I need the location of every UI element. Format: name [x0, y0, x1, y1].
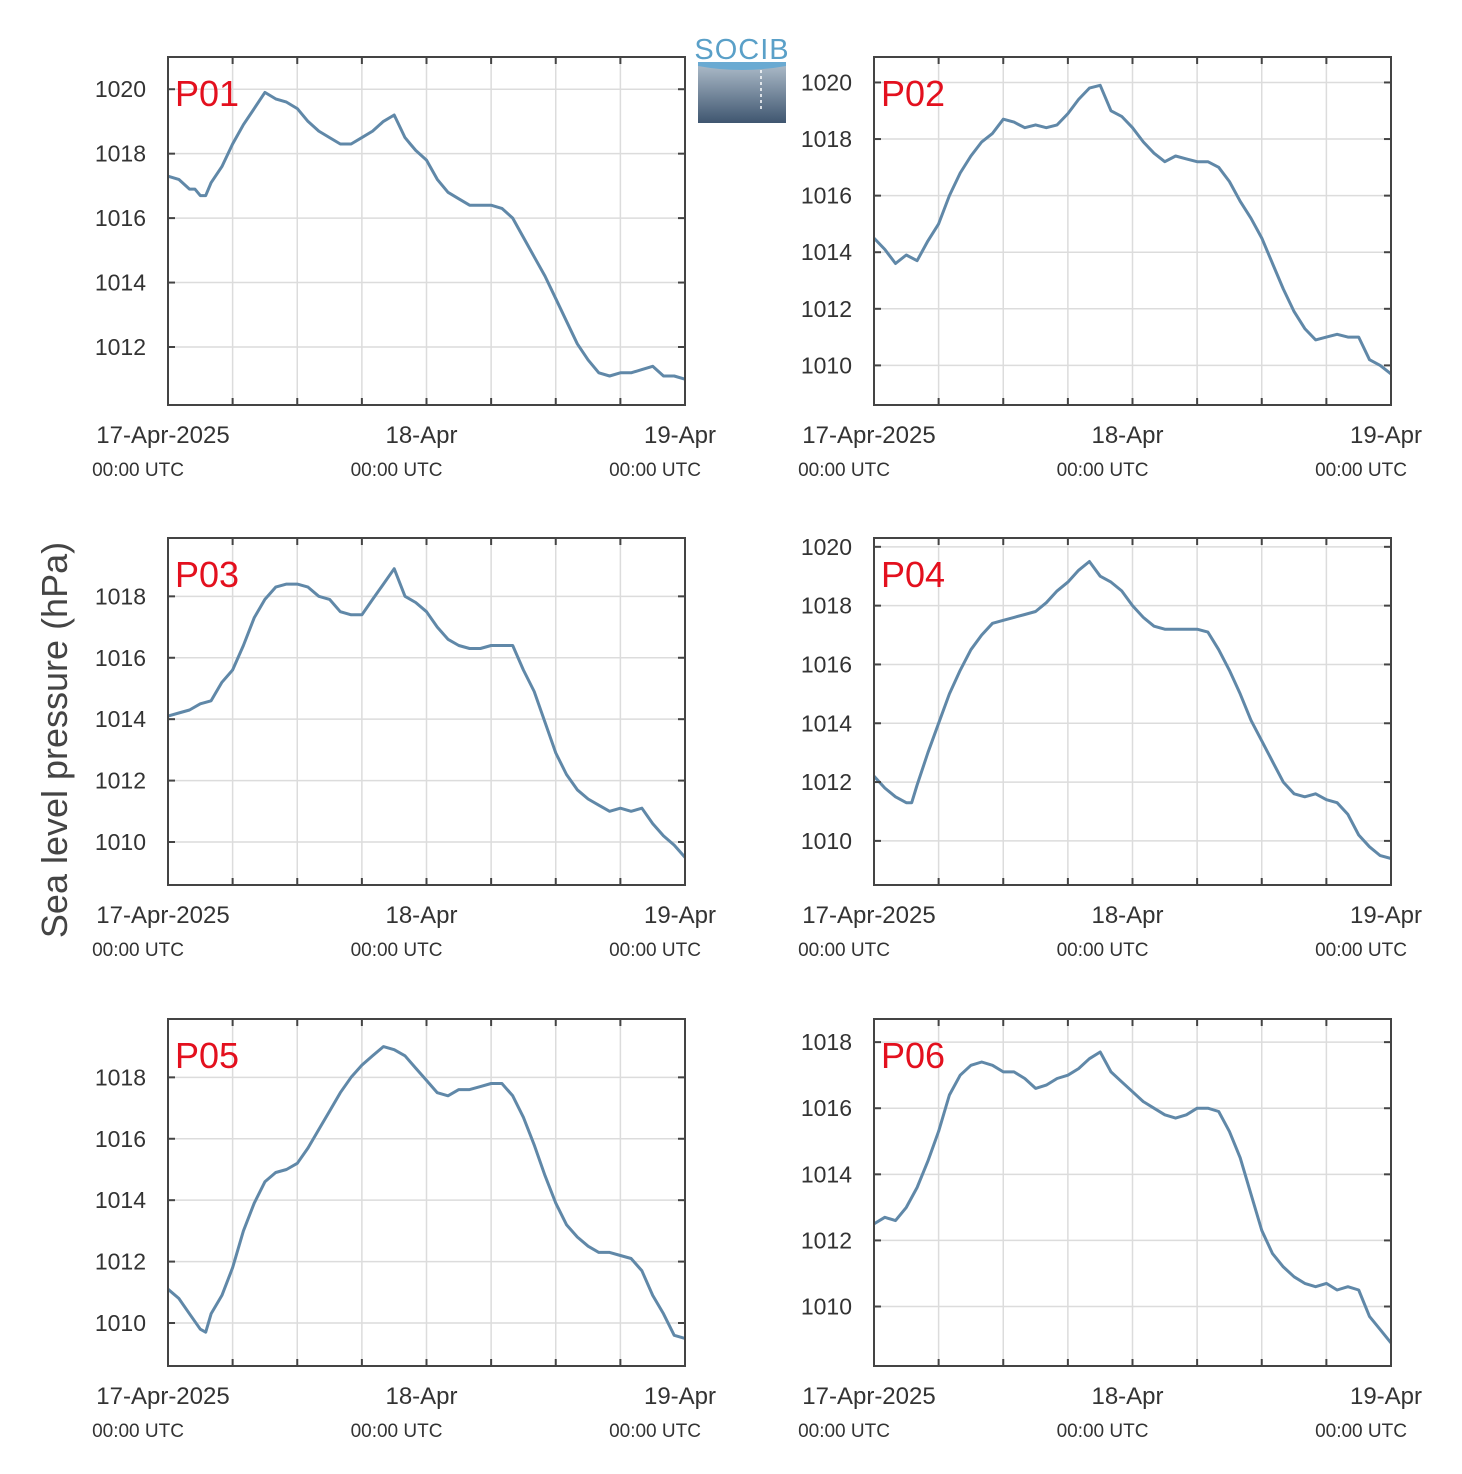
x-tick-date-label: 17-Apr-2025: [96, 1383, 229, 1410]
panel-label: P01: [175, 73, 239, 114]
panel-p01: 1012 1014 1016 1018 1020 17-Apr-2025 00:00 UTC…: [92, 56, 716, 481]
x-tick-time-label: 00:00 UTC: [351, 1421, 443, 1442]
x-tick-date-label: 19-Apr: [1350, 422, 1422, 449]
x-tick-time-label: 00:00 UTC: [92, 940, 184, 961]
logo-block: [698, 66, 786, 123]
x-tick-date-label: 19-Apr: [644, 1383, 716, 1410]
y-tick-label: 1018: [801, 1029, 852, 1055]
y-tick-label: 1020: [95, 76, 146, 102]
panel-label: P04: [881, 554, 945, 595]
x-tick-date-label: 18-Apr: [385, 1383, 457, 1410]
y-tick-label: 1020: [801, 69, 852, 95]
x-tick-time-label: 00:00 UTC: [798, 460, 890, 481]
y-tick-label: 1012: [801, 769, 852, 795]
x-tick-date-label: 19-Apr: [1350, 902, 1422, 929]
pressure-series-line: [167, 1045, 686, 1340]
y-tick-label: 1018: [801, 126, 852, 152]
x-tick-time-label: 00:00 UTC: [92, 460, 184, 481]
y-tick-label: 1010: [801, 352, 852, 378]
y-tick-label: 1016: [95, 1126, 146, 1152]
y-tick-label: 1016: [95, 645, 146, 671]
y-tick-label: 1018: [95, 1064, 146, 1090]
x-tick-time-label: 00:00 UTC: [351, 460, 443, 481]
y-tick-label: 1010: [95, 829, 146, 855]
pressure-series-line: [873, 1050, 1393, 1344]
socib-logo: SOCIB: [694, 34, 789, 123]
pressure-series-line: [167, 90, 686, 381]
x-tick-date-label: 19-Apr: [644, 422, 716, 449]
y-tick-label: 1012: [95, 334, 146, 360]
x-tick-time-label: 00:00 UTC: [1315, 1421, 1407, 1442]
y-tick-label: 1014: [95, 1187, 146, 1213]
x-tick-date-label: 17-Apr-2025: [802, 902, 935, 929]
y-tick-label: 1012: [801, 296, 852, 322]
x-tick-time-label: 00:00 UTC: [1315, 460, 1407, 481]
x-tick-date-label: 17-Apr-2025: [802, 1383, 935, 1410]
y-tick-label: 1014: [801, 1161, 852, 1187]
x-tick-time-label: 00:00 UTC: [1315, 940, 1407, 961]
y-tick-label: 1014: [95, 706, 146, 732]
x-tick-time-label: 00:00 UTC: [609, 1421, 701, 1442]
panel-p05: 1010 1012 1014 1016 1018 17-Apr-2025 00:00 UTC…: [92, 1018, 716, 1442]
x-tick-date-label: 18-Apr: [1091, 1383, 1163, 1410]
panels: 1012 1014 1016 1018 1020 17-Apr-2025 00:00 UTC…: [92, 56, 1422, 1442]
y-tick-label: 1014: [801, 239, 852, 265]
x-tick-time-label: 00:00 UTC: [1057, 940, 1149, 961]
y-tick-label: 1012: [801, 1227, 852, 1253]
x-tick-date-label: 18-Apr: [1091, 422, 1163, 449]
x-tick-time-label: 00:00 UTC: [798, 1421, 890, 1442]
panel-p04: 1010 1012 1014 1016 1018 1020 17-Apr-2025 00:00…: [798, 534, 1422, 961]
panel-label: P02: [881, 73, 945, 114]
x-tick-time-label: 00:00 UTC: [92, 1421, 184, 1442]
x-tick-time-label: 00:00 UTC: [609, 940, 701, 961]
y-axis-label: Sea level pressure (hPa): [34, 542, 75, 938]
y-tick-label: 1016: [801, 1095, 852, 1121]
panel-p03: 1010 1012 1014 1016 1018 17-Apr-2025 00:00 UTC…: [92, 537, 716, 961]
panel-label: P03: [175, 554, 239, 595]
x-tick-date-label: 17-Apr-2025: [96, 422, 229, 449]
y-tick-label: 1018: [801, 593, 852, 619]
y-tick-label: 1010: [801, 1294, 852, 1320]
y-tick-label: 1012: [95, 768, 146, 794]
x-tick-date-label: 18-Apr: [1091, 902, 1163, 929]
x-tick-date-label: 19-Apr: [1350, 1383, 1422, 1410]
y-tick-label: 1012: [95, 1249, 146, 1275]
x-tick-time-label: 00:00 UTC: [351, 940, 443, 961]
y-tick-label: 1016: [801, 183, 852, 209]
panel-label: P05: [175, 1035, 239, 1076]
x-tick-date-label: 17-Apr-2025: [96, 902, 229, 929]
x-tick-date-label: 18-Apr: [385, 902, 457, 929]
pressure-series-line: [872, 83, 1392, 376]
y-tick-label: 1018: [95, 583, 146, 609]
pressure-series-line: [167, 567, 687, 859]
y-tick-label: 1016: [801, 651, 852, 677]
x-tick-time-label: 00:00 UTC: [1057, 1421, 1149, 1442]
y-tick-label: 1016: [95, 205, 146, 231]
panel-label: P06: [881, 1035, 945, 1076]
x-tick-date-label: 17-Apr-2025: [802, 422, 935, 449]
panel-p02: 1010 1012 1014 1016 1018 1020 17-Apr-2025 00:00…: [798, 56, 1422, 481]
y-tick-label: 1014: [801, 710, 852, 736]
y-tick-label: 1018: [95, 141, 146, 167]
x-tick-date-label: 18-Apr: [385, 422, 457, 449]
y-tick-label: 1020: [801, 534, 852, 560]
x-tick-date-label: 19-Apr: [644, 902, 716, 929]
logo-wave: [698, 62, 786, 70]
panel-p06: 1010 1012 1014 1016 1018 17-Apr-2025 00:00 UTC…: [798, 1018, 1422, 1442]
y-tick-label: 1014: [95, 270, 146, 296]
pressure-series-line: [872, 560, 1392, 860]
x-tick-time-label: 00:00 UTC: [798, 940, 890, 961]
y-tick-label: 1010: [95, 1310, 146, 1336]
x-tick-time-label: 00:00 UTC: [609, 460, 701, 481]
logo-text: SOCIB: [694, 34, 789, 66]
x-tick-time-label: 00:00 UTC: [1057, 460, 1149, 481]
y-tick-label: 1010: [801, 828, 852, 854]
